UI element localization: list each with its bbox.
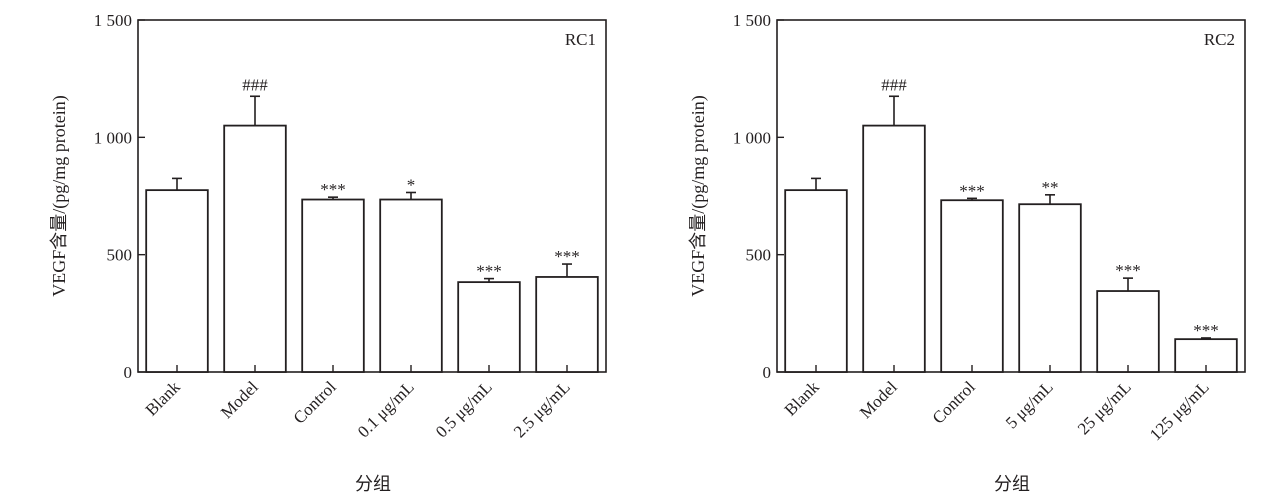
y-tick-label: 0	[763, 363, 772, 382]
chart-panel-rc1: 0 500 1 000 1 500 Blank ### Model *** Control * 0.…	[49, 11, 607, 494]
bar	[379, 198, 443, 373]
category-label: 0.5 μg/mL	[432, 377, 496, 441]
significance-label: *	[407, 175, 416, 194]
y-tick-label: 500	[107, 246, 133, 265]
plot-frame	[776, 19, 1246, 373]
bar	[940, 199, 1004, 373]
category-label: 5 μg/mL	[1002, 377, 1057, 432]
significance-label: ###	[881, 75, 907, 94]
significance-label: ***	[320, 180, 346, 199]
significance-label: ***	[1193, 321, 1219, 340]
significance-label: ***	[554, 247, 580, 266]
bar	[145, 189, 209, 373]
bar	[301, 198, 365, 373]
y-axis-title: VEGF含量/(pg/mg protein)	[688, 95, 709, 296]
bar	[1096, 290, 1160, 373]
category-label: Model	[856, 377, 901, 422]
category-label: Blank	[142, 377, 185, 420]
x-axis-title: 分组	[355, 474, 391, 494]
significance-label: ***	[1115, 261, 1141, 280]
y-tick-label: 1 500	[733, 11, 771, 30]
category-label: Blank	[781, 377, 824, 420]
category-label: Control	[929, 377, 979, 427]
category-label: Model	[217, 377, 262, 422]
bar	[862, 124, 926, 373]
y-tick-label: 500	[746, 246, 772, 265]
bar	[223, 124, 287, 373]
bar	[457, 281, 521, 373]
category-label: 125 μg/mL	[1146, 377, 1213, 444]
panel-label: RC2	[1204, 30, 1235, 49]
category-label: 2.5 μg/mL	[510, 377, 574, 441]
significance-label: ***	[476, 262, 502, 281]
y-tick-label: 0	[124, 363, 133, 382]
y-tick-label: 1 500	[94, 11, 132, 30]
x-axis-title: 分组	[994, 474, 1030, 494]
category-label: 25 μg/mL	[1074, 377, 1135, 438]
bar	[535, 276, 599, 373]
y-axis-title: VEGF含量/(pg/mg protein)	[49, 95, 70, 296]
significance-label: **	[1042, 178, 1059, 197]
bar	[1018, 203, 1082, 373]
significance-label: ***	[959, 181, 985, 200]
bar	[784, 189, 848, 373]
chart-panel-rc2: 0 500 1 000 1 500 Blank ### Model *** Control ** 5…	[688, 11, 1246, 494]
category-label: Control	[290, 377, 340, 427]
y-tick-label: 1 000	[733, 128, 771, 147]
significance-label: ###	[242, 75, 268, 94]
category-label: 0.1 μg/mL	[354, 377, 418, 441]
plot-frame	[137, 19, 607, 373]
panel-label: RC1	[565, 30, 596, 49]
y-tick-label: 1 000	[94, 128, 132, 147]
